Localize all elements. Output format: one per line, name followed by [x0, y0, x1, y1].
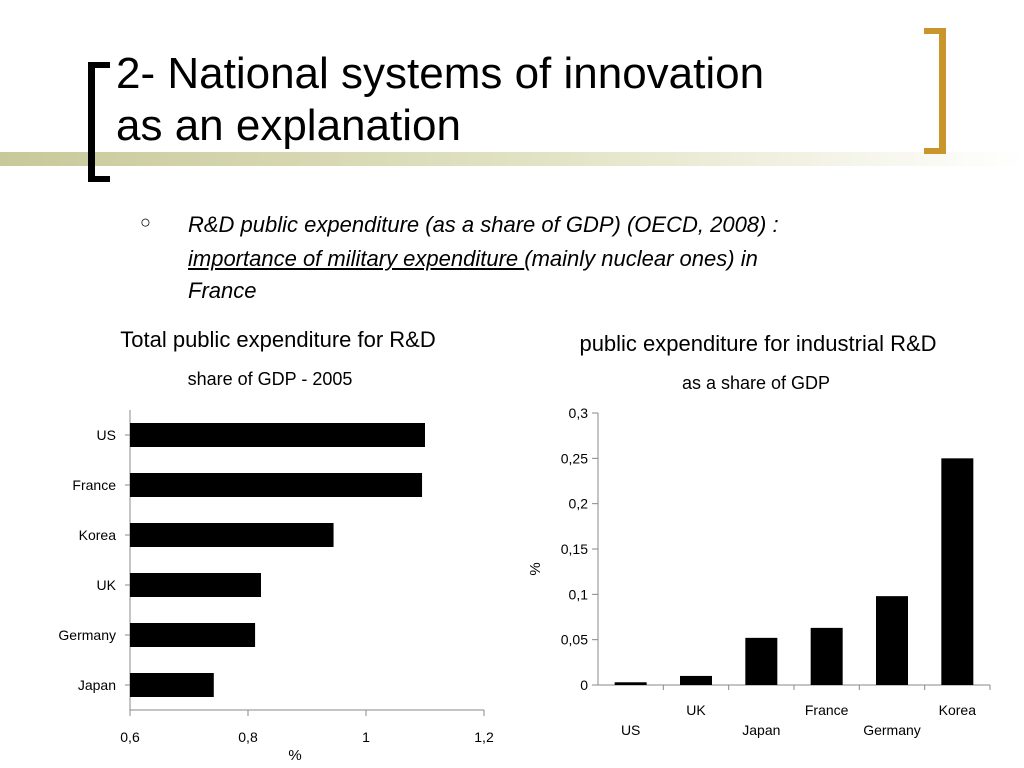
left-chart-subtitle: share of GDP - 2005 — [188, 369, 353, 389]
right-y-tick-label: 0,1 — [569, 586, 589, 602]
right-y-tick-label: 0 — [580, 677, 588, 693]
right-y-tick-label: 0,3 — [569, 405, 589, 421]
left-bar-chart: US France Korea UK Germany Japan 0,6 0,8 1 1,2 — [58, 410, 494, 745]
left-bar-uk — [130, 573, 261, 597]
right-y-tick-label: 0,05 — [561, 632, 588, 648]
bullet-second-line: importance of military expenditure (main… — [188, 242, 968, 276]
right-y-tick-label: 0,25 — [561, 450, 588, 466]
left-bar-france — [130, 473, 423, 497]
bullet-text: R&D public expenditure (as a share of GD… — [188, 208, 968, 306]
left-bar-germany — [130, 623, 256, 647]
left-category-label: France — [72, 477, 116, 493]
left-category-label: Korea — [79, 527, 117, 543]
right-bar-uk — [680, 675, 712, 685]
title-line-1: 2- National systems of innovation — [116, 49, 765, 98]
left-x-tick-label: 0,8 — [238, 729, 258, 745]
bullet-underlined-text: importance of military expenditure — [188, 246, 525, 271]
slide-title: 2- National systems of innovation as an … — [116, 48, 916, 152]
bullet-main-line: R&D public expenditure (as a share of GD… — [188, 212, 779, 237]
right-bar-us — [614, 682, 647, 685]
left-chart-xlabel: % — [288, 747, 301, 764]
left-x-tick-label: 1,2 — [474, 729, 494, 745]
circle-bullet-icon: ○ — [140, 212, 151, 232]
right-chart-subtitle: as a share of GDP — [682, 373, 830, 393]
left-chart-title: Total public expenditure for R&D — [120, 327, 436, 352]
left-x-tick-label: 1 — [362, 729, 370, 745]
left-bracket-decoration — [88, 62, 110, 182]
title-accent-line — [0, 152, 1024, 166]
right-chart-title: public expenditure for industrial R&D — [579, 331, 936, 356]
right-category-label: France — [805, 702, 849, 718]
right-bar-japan — [745, 637, 778, 685]
right-y-tick-label: 0,15 — [561, 541, 588, 557]
right-chart-ylabel: % — [527, 562, 544, 575]
left-x-tick-label: 0,6 — [120, 729, 140, 745]
right-bar-germany — [876, 596, 908, 685]
right-y-tick-label: 0,2 — [569, 496, 589, 512]
title-line-2: as an explanation — [116, 101, 461, 150]
right-category-label: UK — [686, 702, 706, 718]
left-category-label: US — [97, 427, 116, 443]
left-category-label: UK — [97, 577, 117, 593]
right-bar-france — [810, 627, 843, 685]
right-bar-korea — [941, 458, 974, 685]
right-bar-chart: 0 0,05 0,1 0,15 0,2 0,25 0,3 US UK Japan France Ger… — [561, 405, 991, 738]
bullet-end-line: France — [188, 278, 257, 303]
right-category-label: US — [621, 722, 640, 738]
bullet-rest-text: (mainly nuclear ones) in — [524, 246, 758, 271]
right-category-label: Japan — [742, 722, 780, 738]
left-category-label: Japan — [78, 677, 116, 693]
right-bracket-decoration — [924, 28, 946, 154]
left-category-label: Germany — [58, 627, 116, 643]
left-bar-japan — [130, 673, 214, 697]
left-bar-korea — [130, 523, 334, 547]
right-category-label: Germany — [863, 722, 921, 738]
right-category-label: Korea — [939, 702, 977, 718]
left-bar-us — [130, 423, 425, 447]
